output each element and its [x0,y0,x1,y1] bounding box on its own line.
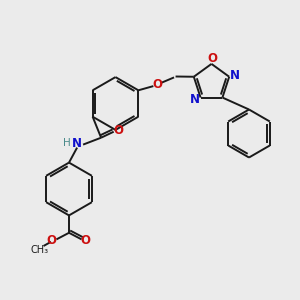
Text: O: O [46,234,56,247]
Text: O: O [81,234,91,247]
Text: O: O [207,52,217,65]
Text: N: N [72,136,82,150]
Text: N: N [190,92,200,106]
Text: O: O [152,78,162,92]
Text: H: H [63,137,71,148]
Text: N: N [230,69,240,82]
Text: CH₃: CH₃ [30,245,48,255]
Text: O: O [113,124,123,137]
